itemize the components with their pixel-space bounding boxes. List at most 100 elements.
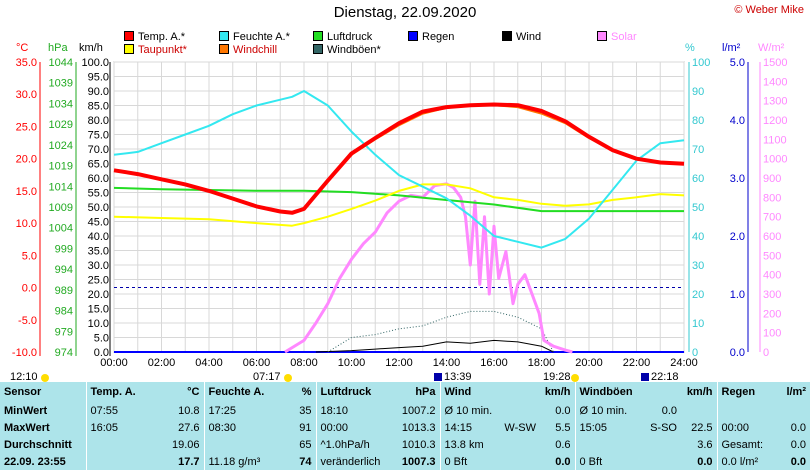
- stats-cell: 74: [299, 455, 312, 468]
- wind-tick-label: 20.0: [88, 289, 109, 301]
- sunset-label: 19:28: [543, 371, 571, 383]
- rain-tick-label: 1.0: [730, 289, 745, 301]
- wind-tick-label: 50.0: [88, 202, 109, 214]
- wind-tick-label: 45.0: [88, 217, 109, 229]
- x-tick-label: 16:00: [480, 357, 508, 369]
- stats-cell: 27.6: [178, 421, 200, 434]
- stats-cell: [85, 436, 142, 453]
- stats-cell: 0.0: [661, 404, 677, 417]
- solar-tick-label: 1200: [763, 115, 787, 127]
- legend-windchill: Windchill: [219, 44, 277, 56]
- legend-dewpoint-label: Taupunkt*: [138, 44, 187, 56]
- legend-gust-label: Windböen*: [327, 44, 381, 56]
- wind-tick-label: 90.0: [88, 86, 109, 98]
- wind-tick-label: 5.0: [94, 333, 109, 345]
- legend-pressure-label: Luftdruck: [327, 31, 373, 43]
- stats-cell: 0.0 l/m²: [716, 453, 775, 470]
- humidity-tick-label: 20: [692, 289, 704, 301]
- left-time-label: 12:10: [10, 371, 38, 383]
- rain-tick-label: 3.0: [730, 173, 745, 185]
- moonrise-label: 22:18: [651, 371, 679, 383]
- dewpoint-line: [113, 183, 685, 227]
- stats-header-pressure: Luftdruck: [315, 382, 386, 402]
- solar-tick-label: 600: [763, 231, 781, 243]
- wind-tick-label: 70.0: [88, 144, 109, 156]
- legend-humidity: Feuchte A.*: [219, 31, 290, 43]
- stats-header-sensor: Sensor: [4, 386, 42, 398]
- temp-tick-label: 20.0: [16, 154, 37, 166]
- x-tick-label: 00:00: [100, 357, 128, 369]
- solar-tick-label: 0: [763, 347, 769, 359]
- stats-header-humidity: Feuchte A.: [203, 382, 272, 402]
- legend-pressure-swatch: [313, 31, 323, 41]
- pressure-tick-label: 1014: [49, 181, 73, 193]
- stats-cell: 0 Bft: [574, 453, 629, 470]
- legend-temp-swatch: [124, 31, 134, 41]
- stats-cell: 17:25: [203, 402, 272, 419]
- solar-tick-label: 1300: [763, 96, 787, 108]
- stats-cell: MaxWert: [4, 421, 50, 434]
- stats-header-rain-unit: l/m²: [786, 386, 806, 398]
- stats-cell: 65: [299, 438, 312, 451]
- pressure-tick-label: 999: [55, 243, 73, 255]
- stats-header-temp-unit: °C: [187, 386, 200, 398]
- humidity-tick-label: 90: [692, 86, 704, 98]
- stats-cell: [775, 402, 810, 419]
- humidity-tick-label: 70: [692, 144, 704, 156]
- humidity-line: [113, 90, 685, 249]
- wind-tick-label: 60.0: [88, 173, 109, 185]
- stats-cell: [629, 436, 681, 453]
- stats-cell: 22.5: [691, 421, 713, 434]
- legend-rain: Regen: [408, 31, 454, 43]
- solar-tick-label: 500: [763, 250, 781, 262]
- stats-cell: [495, 402, 540, 419]
- stats-cell: 18:10: [315, 402, 386, 419]
- humidity-tick-label: 80: [692, 115, 704, 127]
- sunset-icon: [571, 374, 579, 382]
- stats-cell: Durchschnitt: [4, 438, 72, 451]
- temp-tick-label: 15.0: [16, 186, 37, 198]
- legend-rain-swatch: [408, 31, 418, 41]
- stats-cell: 08:30: [203, 419, 272, 436]
- wind-tick-label: 30.0: [88, 260, 109, 272]
- stats-cell: ^1.0hPa/h: [315, 436, 386, 453]
- stats-cell: 0.0: [697, 455, 713, 468]
- wind-tick-label: 75.0: [88, 130, 109, 142]
- humidity-tick-label: 50: [692, 202, 704, 214]
- stats-cell: [203, 436, 272, 453]
- legend-humidity-label: Feuchte A.*: [233, 31, 290, 43]
- stats-cell: [629, 453, 681, 470]
- x-tick-label: 06:00: [243, 357, 271, 369]
- legend-solar-label: Solar: [611, 31, 637, 43]
- wind-tick-label: 55.0: [88, 188, 109, 200]
- wind-tick-label: 95.0: [88, 72, 109, 84]
- temp-tick-label: 10.0: [16, 218, 37, 230]
- stats-cell: 0.0: [555, 455, 571, 468]
- humidity-unit: %: [685, 42, 695, 54]
- stats-row-avg: Durchschnitt 19.06 65 ^1.0hPa/h 1010.3 1…: [0, 436, 810, 453]
- stats-cell: 35: [299, 404, 312, 417]
- stats-row-current: 22.09. 23:55 17.7 11.18 g/m³ 74 veränder…: [0, 453, 810, 470]
- x-tick-label: 12:00: [385, 357, 413, 369]
- stats-row-max: MaxWert 16:05 27.6 08:30 91 00:00 1013.3…: [0, 419, 810, 436]
- pressure-tick-label: 1009: [49, 202, 73, 214]
- solar-tick-label: 100: [763, 328, 781, 340]
- x-tick-label: 04:00: [195, 357, 223, 369]
- pressure-tick-label: 1044: [49, 57, 73, 69]
- legend-pressure: Luftdruck: [313, 31, 372, 43]
- stats-cell: 16:05: [85, 419, 142, 436]
- legend-wind-label: Wind: [516, 31, 542, 43]
- legend-solar-swatch: [597, 31, 607, 41]
- stats-cell: 0.0: [790, 421, 806, 434]
- stats-cell: 19.06: [171, 438, 200, 451]
- stats-row-min: MinWert 07:55 10.8 17:25 35 18:10 1007.2…: [0, 402, 810, 419]
- stats-cell: 1010.3: [401, 438, 436, 451]
- solar-tick-label: 800: [763, 192, 781, 204]
- stats-cell: 14:15: [439, 419, 495, 436]
- copyright-label: © Weber Mike: [734, 4, 804, 16]
- legend-humidity-swatch: [219, 31, 229, 41]
- solar-tick-label: 1500: [763, 57, 787, 69]
- legend-wind-swatch: [502, 31, 512, 41]
- pressure-tick-label: 1024: [49, 140, 73, 152]
- stats-header-wind: Wind: [439, 382, 495, 402]
